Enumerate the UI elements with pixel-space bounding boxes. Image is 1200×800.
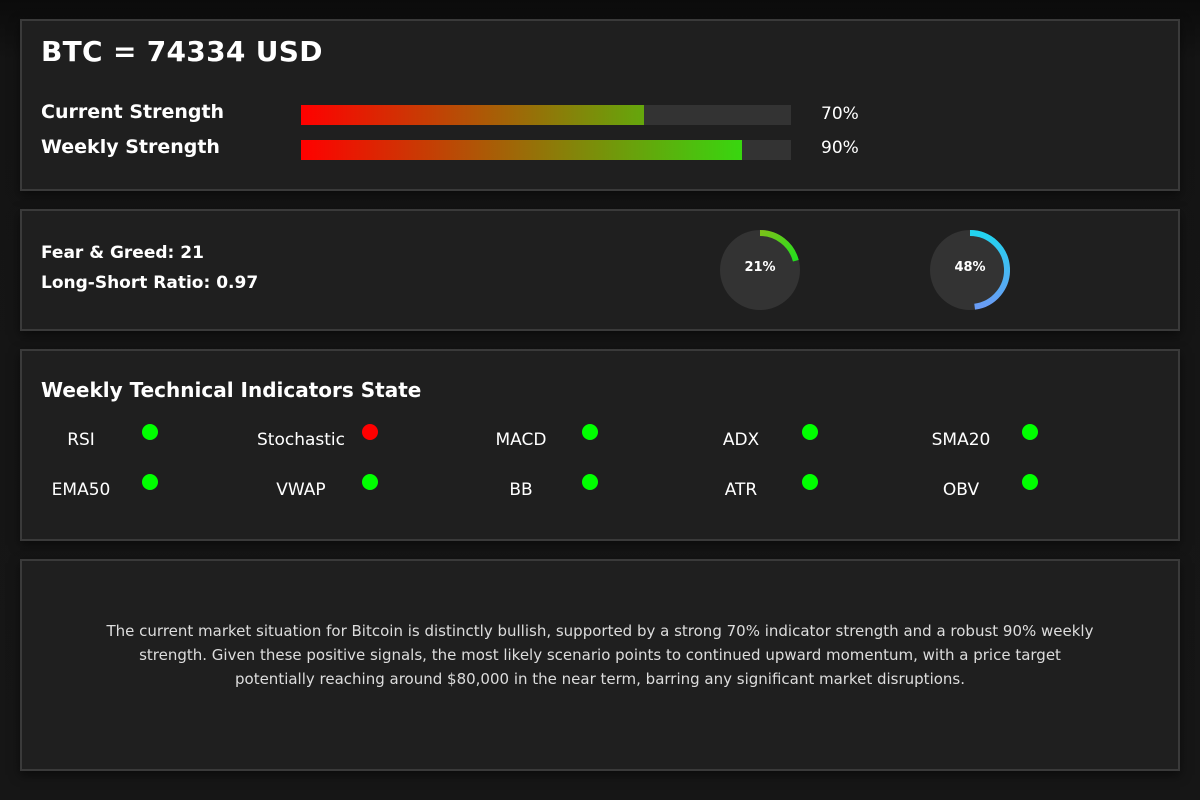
- current-strength-fill: [301, 105, 644, 125]
- fear-greed-gauge: 21%: [720, 230, 800, 310]
- sentiment-panel: Fear & Greed: 21 Long-Short Ratio: 0.97 …: [20, 209, 1180, 331]
- indicator-status-dot-stochastic: [362, 424, 378, 440]
- price-strength-panel: BTC = 74334 USD Current Strength 70% Wee…: [20, 19, 1180, 191]
- fear-greed-text: Fear & Greed: 21: [41, 243, 204, 263]
- summary-panel: The current market situation for Bitcoin…: [20, 559, 1180, 771]
- indicator-status-dot-macd: [582, 424, 598, 440]
- indicator-status-dot-ema50: [142, 474, 158, 490]
- indicator-status-dot-adx: [802, 424, 818, 440]
- current-strength-label: Current Strength: [41, 101, 225, 123]
- indicators-title: Weekly Technical Indicators State: [41, 378, 422, 402]
- indicator-label-stochastic: Stochastic: [257, 430, 345, 450]
- indicator-status-dot-bb: [582, 474, 598, 490]
- indicator-label-atr: ATR: [724, 480, 758, 500]
- indicator-status-dot-sma20: [1022, 424, 1038, 440]
- indicator-label-ema50: EMA50: [51, 480, 111, 500]
- fear-greed-gauge-arc: [759, 230, 799, 262]
- indicator-status-dot-vwap: [362, 474, 378, 490]
- page-title: BTC = 74334 USD: [41, 35, 323, 68]
- long-short-gauge-label: 48%: [954, 260, 986, 275]
- weekly-strength-fill: [301, 140, 742, 160]
- indicator-label-sma20: SMA20: [931, 430, 991, 450]
- long-short-ratio-text: Long-Short Ratio: 0.97: [41, 273, 259, 293]
- long-short-gauge-arc: [969, 230, 1011, 310]
- indicator-status-dot-rsi: [142, 424, 158, 440]
- current-strength-bar: [301, 105, 791, 125]
- indicator-label-bb: BB: [509, 480, 533, 500]
- indicators-panel: Weekly Technical Indicators State RSI St…: [20, 349, 1180, 541]
- market-summary-text: The current market situation for Bitcoin…: [106, 622, 1094, 688]
- long-short-gauge: 48%: [930, 230, 1011, 310]
- indicator-label-rsi: RSI: [67, 430, 95, 450]
- weekly-strength-percent: 90%: [821, 138, 859, 158]
- current-strength-percent: 70%: [821, 104, 859, 124]
- indicator-label-obv: OBV: [942, 480, 980, 500]
- indicator-status-dot-atr: [802, 474, 818, 490]
- weekly-strength-label: Weekly Strength: [41, 136, 220, 158]
- weekly-strength-bar: [301, 140, 791, 160]
- fear-greed-gauge-label: 21%: [744, 260, 776, 275]
- indicator-status-dot-obv: [1022, 474, 1038, 490]
- indicator-label-adx: ADX: [722, 430, 760, 450]
- indicator-label-macd: MACD: [495, 430, 547, 450]
- indicator-label-vwap: VWAP: [276, 480, 326, 500]
